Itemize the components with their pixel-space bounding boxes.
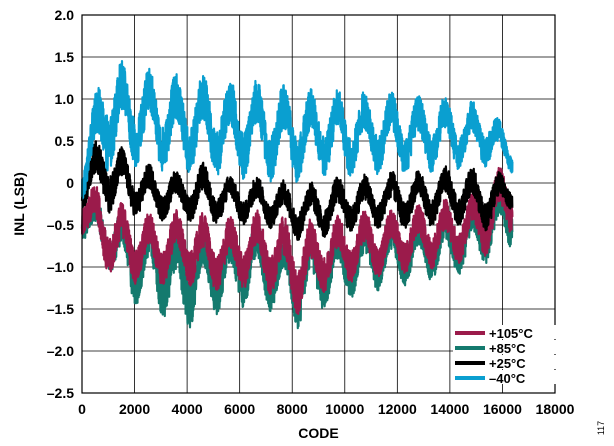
legend-label: +85°C — [489, 341, 526, 356]
y-tick-label: 2.0 — [55, 7, 75, 23]
x-tick-label: 16000 — [483, 401, 522, 417]
x-tick-labels: 0 2000 4000 6000 8000 10000 12000 14000 16000 180… — [78, 401, 575, 417]
y-tick-label: 0 — [66, 175, 74, 191]
x-tick-label: 12000 — [378, 401, 417, 417]
legend-bg — [453, 355, 565, 369]
y-axis-title: INL (LSB) — [11, 172, 27, 236]
series-line — [80, 60, 514, 200]
y-tick-label: –2.0 — [47, 343, 74, 359]
series-layer — [80, 60, 514, 330]
x-tick-label: 10000 — [325, 401, 364, 417]
y-tick-label: –2.5 — [47, 385, 74, 401]
legend-bg — [453, 340, 565, 354]
legend-label: +105°C — [489, 326, 533, 341]
x-tick-label: 8000 — [277, 401, 308, 417]
x-tick-label: 2000 — [119, 401, 150, 417]
y-tick-label: –0.5 — [47, 217, 74, 233]
x-tick-label: 6000 — [224, 401, 255, 417]
y-tick-label: 0.5 — [55, 133, 75, 149]
x-tick-label: 14000 — [430, 401, 469, 417]
legend-bg — [453, 325, 565, 339]
legend-label: –40°C — [489, 371, 526, 386]
y-tick-label: 1.0 — [55, 91, 75, 107]
series-line — [80, 166, 514, 315]
plot-area — [80, 14, 556, 394]
x-tick-label: 4000 — [172, 401, 203, 417]
series-2 — [80, 140, 514, 241]
x-axis-title: CODE — [298, 425, 338, 441]
series-0 — [80, 166, 514, 315]
y-tick-label: –1.5 — [47, 301, 74, 317]
legend-bg — [453, 370, 565, 384]
legend: +105°C+85°C+25°C–40°C — [453, 325, 565, 386]
y-tick-label: 1.5 — [55, 49, 75, 65]
series-3 — [80, 60, 514, 200]
figure-id: 117 — [596, 421, 606, 435]
x-tick-label: 0 — [78, 401, 86, 417]
y-tick-labels: 2.0 1.5 1.0 0.5 0 –0.5 –1.0 –1.5 –2.0 –2.5 — [47, 7, 74, 401]
series-line — [80, 140, 514, 241]
x-tick-label: 18000 — [536, 401, 575, 417]
y-tick-label: –1.0 — [47, 259, 74, 275]
legend-label: +25°C — [489, 356, 526, 371]
plot-frame — [81, 14, 556, 394]
